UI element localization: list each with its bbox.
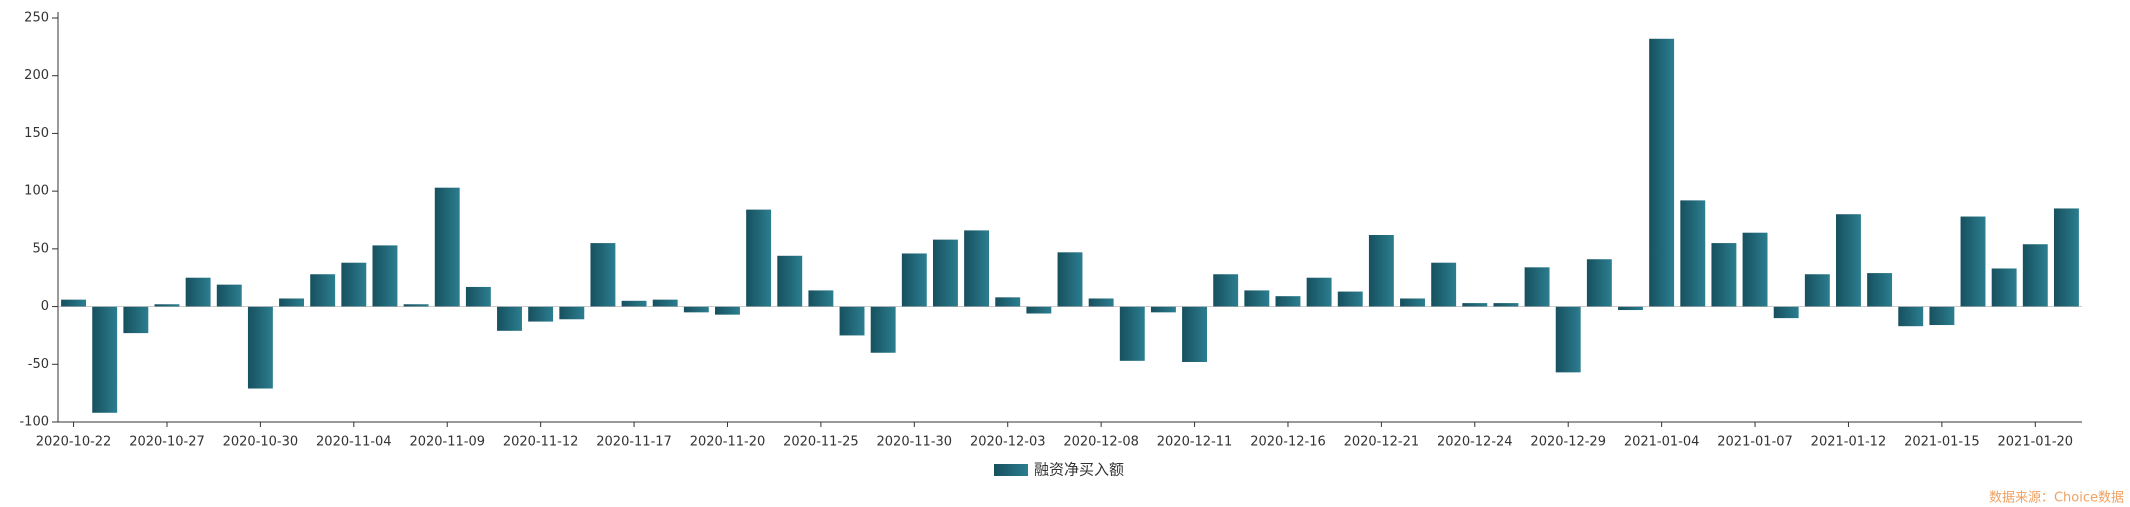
x-tick-label: 2020-12-21 — [1344, 435, 1420, 450]
x-tick-label: 2020-11-20 — [690, 435, 766, 450]
bar — [1586, 259, 1612, 307]
x-tick-label: 2020-11-04 — [316, 435, 392, 450]
bar — [185, 277, 211, 307]
x-tick-label: 2021-01-04 — [1624, 435, 1700, 450]
x-tick-label: 2020-11-09 — [409, 435, 485, 450]
bar — [154, 304, 180, 307]
bar — [1088, 298, 1114, 307]
x-tick-label: 2020-10-30 — [223, 435, 299, 450]
bar — [1431, 262, 1457, 307]
bar — [216, 284, 242, 307]
bar — [61, 299, 87, 307]
x-tick-label: 2020-12-24 — [1437, 435, 1513, 450]
y-tick-label: -50 — [28, 357, 49, 372]
bar — [1244, 290, 1270, 307]
legend-swatch — [994, 464, 1028, 476]
y-tick-label: 100 — [24, 184, 49, 199]
legend-label: 融资净买入额 — [1034, 461, 1124, 479]
bar — [1867, 273, 1893, 307]
bar — [1773, 306, 1799, 319]
bar — [465, 286, 491, 307]
bar — [621, 300, 647, 307]
bar — [1618, 306, 1643, 311]
bar — [279, 298, 304, 307]
bar — [839, 306, 865, 336]
bar — [497, 306, 522, 331]
x-tick-label: 2021-01-15 — [1904, 435, 1980, 450]
bar — [590, 243, 616, 307]
bar — [683, 306, 709, 313]
bar — [559, 306, 585, 320]
x-tick-label: 2021-01-07 — [1717, 435, 1793, 450]
y-tick-label: 0 — [41, 299, 49, 314]
x-tick-label: 2020-12-11 — [1157, 435, 1233, 450]
bar — [1898, 306, 1924, 327]
bar — [341, 262, 367, 307]
bar — [1119, 306, 1145, 361]
x-tick-label: 2020-11-25 — [783, 435, 859, 450]
x-tick-label: 2020-12-29 — [1530, 435, 1606, 450]
bar — [1929, 306, 1955, 326]
y-tick-label: 50 — [32, 241, 49, 256]
x-tick-label: 2021-01-20 — [1998, 435, 2074, 450]
x-tick-label: 2020-11-12 — [503, 435, 579, 450]
x-tick-label: 2020-10-27 — [129, 435, 205, 450]
x-tick-label: 2020-11-30 — [877, 435, 953, 450]
bar — [964, 230, 990, 307]
bar — [528, 306, 554, 322]
bar — [372, 245, 398, 307]
bar — [1836, 214, 1861, 307]
bar — [1524, 267, 1550, 307]
bar — [1150, 306, 1176, 313]
bar — [434, 187, 460, 307]
bar — [746, 209, 772, 307]
x-tick-label: 2020-10-22 — [36, 435, 112, 450]
bar — [1991, 268, 2017, 307]
bar — [1213, 274, 1239, 307]
bar — [995, 297, 1021, 307]
bar — [92, 306, 118, 413]
x-tick-label: 2021-01-12 — [1811, 435, 1887, 450]
x-tick-label: 2020-11-17 — [596, 435, 672, 450]
bar — [1555, 306, 1581, 373]
bar — [1368, 235, 1394, 307]
bar — [1493, 303, 1519, 307]
bar — [870, 306, 896, 353]
source-note: 数据来源：Choice数据 — [1989, 491, 2124, 506]
bar — [777, 255, 803, 307]
bar — [932, 239, 958, 307]
bar — [1057, 252, 1083, 307]
bar — [1026, 306, 1052, 314]
y-tick-label: 200 — [24, 68, 49, 83]
bar — [1182, 306, 1208, 362]
bar — [1275, 296, 1301, 307]
bar — [123, 306, 149, 334]
bar — [1400, 298, 1425, 307]
bar — [247, 306, 273, 389]
y-tick-label: 150 — [24, 126, 49, 141]
bar — [2022, 244, 2048, 307]
bar — [1462, 303, 1488, 307]
bar — [1742, 232, 1768, 307]
bar — [1804, 274, 1830, 307]
bar — [1711, 243, 1737, 307]
bar — [1680, 200, 1706, 307]
bar — [808, 290, 834, 307]
y-tick-label: 250 — [24, 11, 49, 26]
bar — [310, 274, 336, 307]
x-tick-label: 2020-12-03 — [970, 435, 1046, 450]
bar — [652, 299, 678, 307]
x-tick-label: 2020-12-08 — [1063, 435, 1139, 450]
x-tick-label: 2020-12-16 — [1250, 435, 1326, 450]
bar — [403, 304, 429, 307]
bar — [2053, 208, 2079, 307]
bar — [1649, 38, 1675, 307]
bar — [715, 306, 740, 315]
bar — [1960, 216, 1986, 307]
y-tick-label: -100 — [19, 415, 49, 430]
bar — [1337, 291, 1363, 307]
bar — [1306, 277, 1332, 307]
bar — [901, 253, 927, 307]
